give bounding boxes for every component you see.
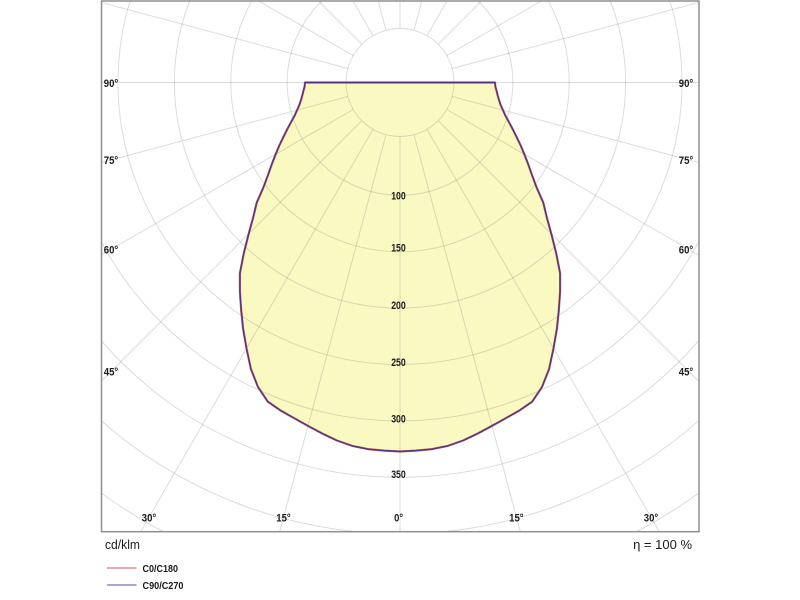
svg-text:η = 100 %: η = 100 % [633,537,692,552]
svg-text:60°: 60° [679,245,694,257]
svg-text:cd/klm: cd/klm [105,537,140,552]
svg-text:15°: 15° [509,513,524,525]
svg-text:C0/C180: C0/C180 [143,564,179,575]
svg-text:150: 150 [391,243,406,255]
svg-text:15°: 15° [276,513,291,525]
svg-text:0°: 0° [394,513,403,525]
svg-text:90°: 90° [104,78,119,90]
svg-text:350: 350 [391,469,406,481]
svg-text:C90/C270: C90/C270 [143,581,184,592]
svg-text:300: 300 [391,414,406,426]
svg-text:90°: 90° [679,78,694,90]
svg-text:30°: 30° [142,513,157,525]
svg-text:30°: 30° [644,513,659,525]
svg-text:100: 100 [391,191,406,203]
svg-text:75°: 75° [104,155,119,167]
svg-text:250: 250 [391,357,406,369]
svg-text:45°: 45° [104,367,119,379]
svg-text:75°: 75° [679,155,694,167]
svg-text:60°: 60° [104,245,119,257]
svg-text:200: 200 [391,300,406,312]
svg-text:45°: 45° [679,367,694,379]
